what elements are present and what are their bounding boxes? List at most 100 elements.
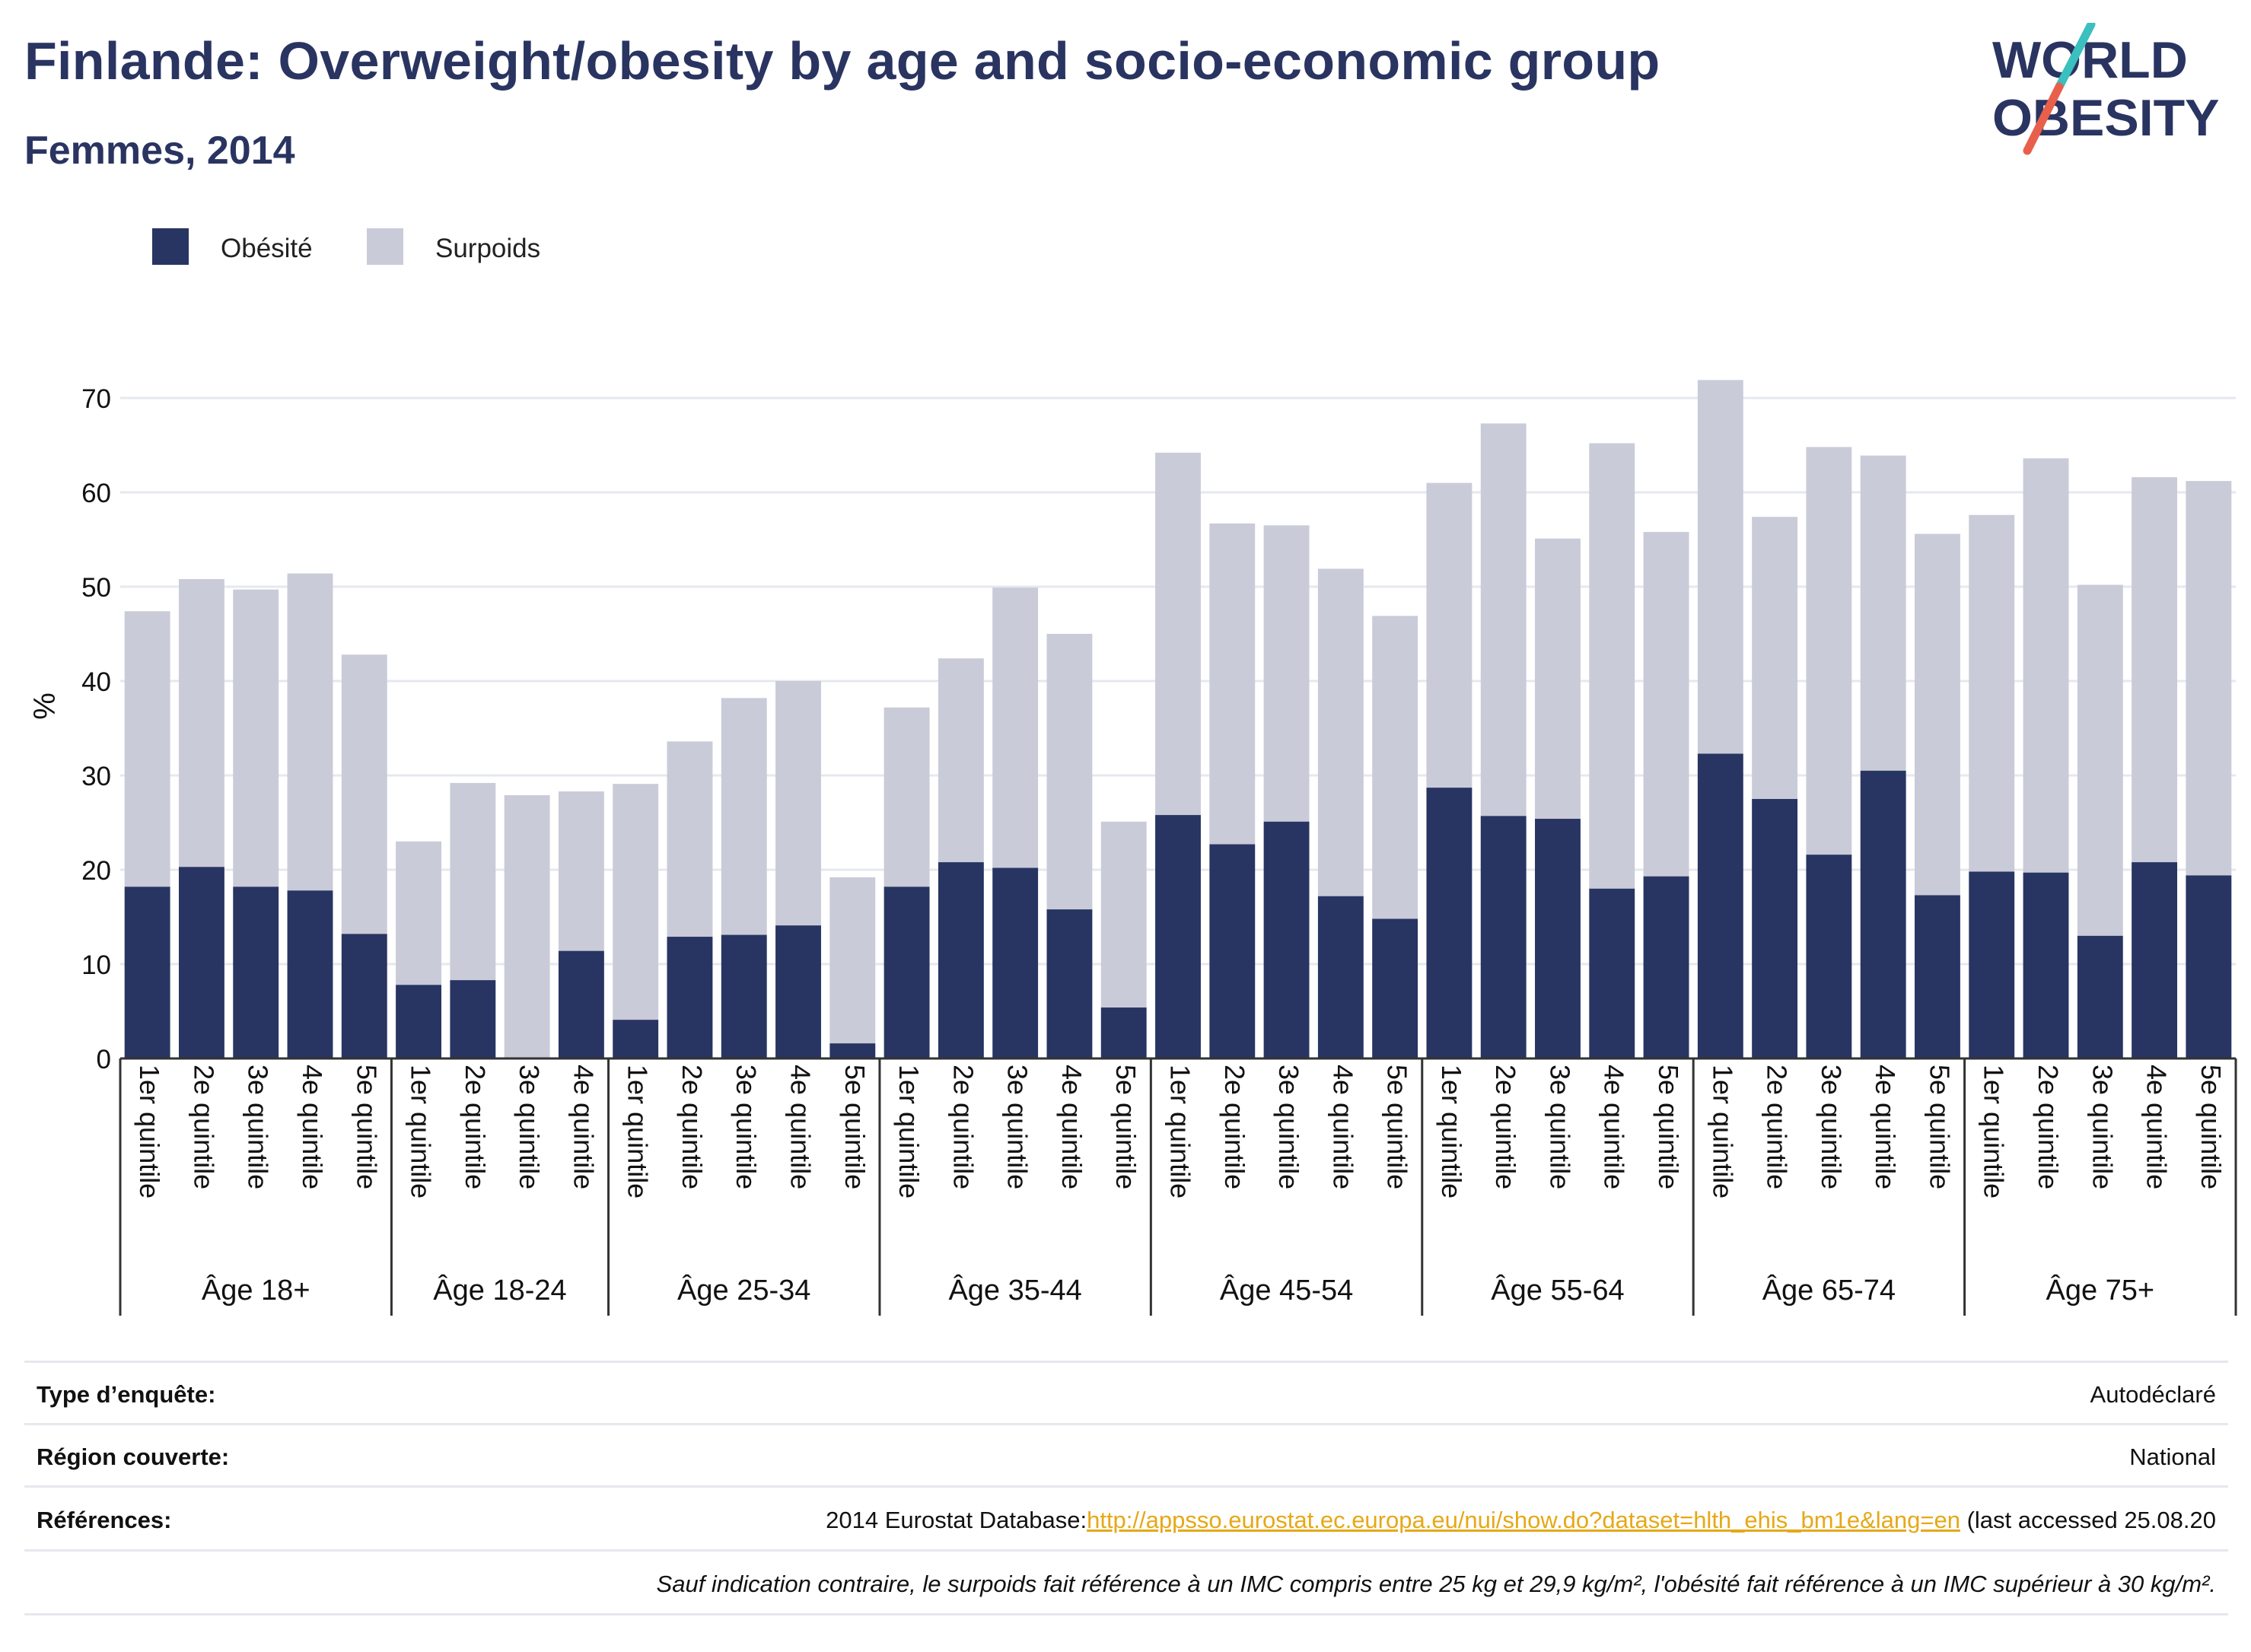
x-tick-label: 5e quintile [1924,1065,1955,1189]
bar-obesity [992,867,1039,1058]
bar-obesity [2186,875,2232,1058]
bar-obesity [1752,799,1798,1058]
bar-overweight [1969,514,2015,872]
footer-rule-3 [24,1549,2228,1552]
bar-overweight [287,573,333,891]
x-axis: 1er quintile 2e quintile 3e quintile 4e qui… [119,1057,2237,1316]
x-tick-label: 3e quintile [514,1065,545,1189]
bar-overweight [1806,447,1852,855]
bar-overweight [1209,523,1256,845]
chart-title: Finlande: Overweight/obesity by age and … [24,31,1660,91]
bar-obesity [2023,872,2069,1058]
y-axis-ticks: 0 10 20 30 40 50 60 70 [81,384,111,1074]
bar-overweight [829,877,876,1044]
bar-obesity [1100,1007,1147,1058]
bar-overweight [450,782,496,981]
bar-obesity [1589,888,1635,1058]
bar-obesity [1969,871,2015,1058]
x-tick-label: 5e quintile [2195,1065,2227,1189]
bar-overweight [1100,821,1147,1008]
bar-overweight [124,611,170,887]
bar-overweight [1480,423,1527,816]
bar-obesity [1535,819,1581,1058]
group-label: Âge 45-54 [1220,1274,1353,1307]
y-tick-label: 30 [81,762,111,791]
bar-obesity [124,886,170,1058]
bar-obesity [1209,844,1256,1058]
bar-overweight [1589,443,1635,889]
group-label: Âge 55-64 [1491,1274,1624,1307]
footer-rule-bottom [24,1613,2228,1615]
definition-note: Sauf indication contraire, le surpoids f… [656,1571,2216,1597]
x-tick-label: 3e quintile [2087,1065,2118,1189]
bar-overweight [1643,532,1689,877]
stacked-bar-chart: Obésité Surpoids % 0 10 20 30 40 50 60 70 1er q… [28,228,2237,1316]
references-suffix: (last accessed 25.08.20 [1960,1507,2216,1533]
bar-obesity [1643,876,1689,1058]
bar-overweight [1426,482,1473,788]
x-tick-label: 3e quintile [243,1065,274,1189]
bar-obesity [1860,770,1906,1058]
bar-overweight [396,841,441,985]
bar-overweight [938,658,984,863]
chart-subtitle: Femmes, 2014 [24,129,295,173]
references-link[interactable]: http://appsso.eurostat.ec.europa.eu/nui/… [1087,1507,1960,1533]
logo-line1: WORLD [1992,31,2188,89]
bar-obesity [1480,816,1527,1058]
bar-overweight [1915,533,1960,896]
x-tick-label: 4e quintile [568,1065,599,1189]
group-label: Âge 35-44 [948,1274,1081,1307]
x-tick-label: 2e quintile [1219,1065,1250,1189]
x-tick-label: 4e quintile [1056,1065,1087,1189]
bar-overweight [1860,455,1906,771]
bar-obesity [829,1043,876,1058]
x-tick-label: 2e quintile [677,1065,708,1189]
y-tick-label: 10 [81,950,111,980]
x-tick-label: 3e quintile [1544,1065,1575,1189]
bar-obesity [1915,895,1960,1058]
region-label: Région couverte: [37,1444,230,1470]
bars [124,380,2232,1058]
x-tick-label: 5e quintile [1110,1065,1141,1189]
bar-overweight [667,741,713,937]
bar-obesity [1263,821,1310,1058]
group-label: Âge 18+ [202,1274,310,1307]
bar-obesity [2132,862,2178,1058]
x-tick-label: 2e quintile [1490,1065,1521,1189]
bar-obesity [613,1020,659,1058]
bar-obesity [667,937,713,1058]
logo-slash-bottom [2023,82,2064,155]
x-tick-label: 2e quintile [947,1065,979,1189]
survey-type-label: Type d’enquête: [37,1381,216,1408]
bar-obesity [287,890,333,1058]
y-tick-label: 20 [81,856,111,886]
bar-overweight [884,707,930,887]
x-tick-label: 2e quintile [460,1065,491,1189]
bar-obesity [1697,753,1743,1058]
bar-obesity [1426,788,1473,1058]
world-obesity-logo: WORLD OBESITY [1992,23,2220,155]
bar-overweight [992,587,1039,868]
x-tick-label: 5e quintile [351,1065,382,1189]
x-tick-label: 5e quintile [1653,1065,1684,1189]
bar-overweight [721,698,767,935]
bar-obesity [341,934,387,1058]
y-axis-label: % [28,692,62,720]
bar-overweight [1317,568,1364,896]
bar-obesity [233,886,279,1058]
bar-overweight [1263,525,1310,822]
footer-rule-1 [24,1423,2228,1425]
chart-legend: Obésité Surpoids [152,228,540,265]
bar-obesity [178,867,224,1058]
x-tick-label: 1er quintile [1707,1065,1738,1198]
x-tick-label: 4e quintile [785,1065,817,1189]
bar-overweight [1752,517,1798,799]
x-tick-label: 4e quintile [2141,1065,2173,1189]
x-tick-label: 1er quintile [406,1065,437,1198]
bar-overweight [504,795,550,1058]
legend-label-obesity: Obésité [221,234,313,263]
y-tick-label: 60 [81,479,111,508]
x-tick-label: 4e quintile [1870,1065,1901,1189]
bar-obesity [1046,909,1093,1058]
y-tick-label: 40 [81,667,111,697]
